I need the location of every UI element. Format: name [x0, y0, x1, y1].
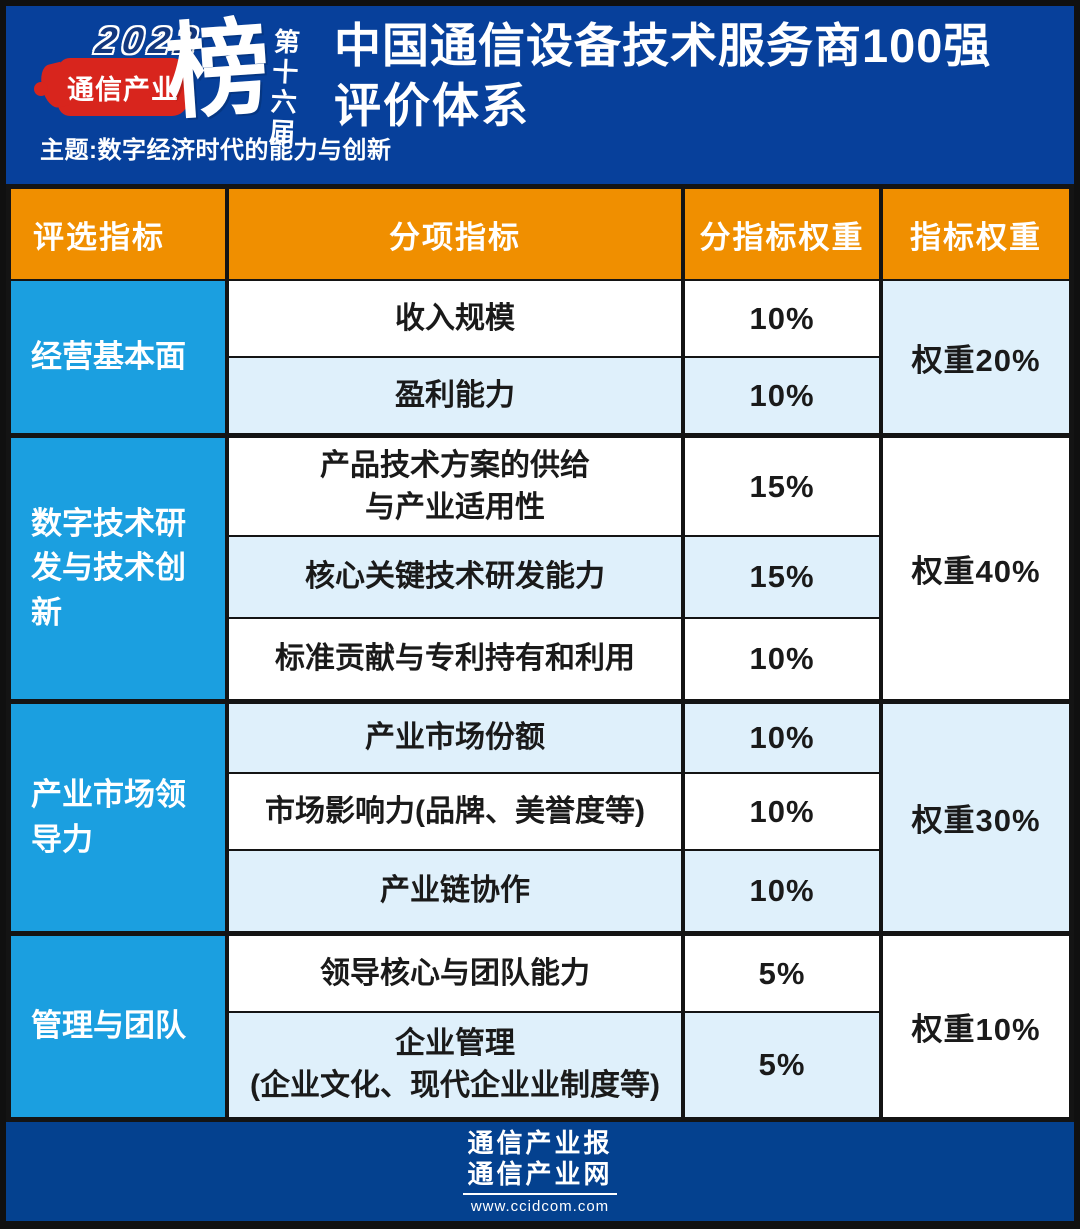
logo-bang-character: 榜: [161, 4, 275, 135]
column-header-weight: 指标权重: [883, 189, 1069, 279]
sub-weight-cell: 15%: [685, 435, 879, 535]
category-cell: 经营基本面: [11, 281, 225, 433]
header-banner: 2022 通信产业 榜 第十六届 主题:数字经济时代的能力与创新 中国通信设备技…: [6, 4, 1074, 184]
page-title: 中国通信设备技术服务商100强 评价体系: [334, 6, 1074, 184]
cpn-award-logo: 2022 通信产业 榜 第十六届 主题:数字经济时代的能力与创新: [6, 4, 391, 184]
sub-indicator-cell: 盈利能力: [229, 358, 681, 433]
page-title-line-2: 评价体系: [334, 79, 530, 133]
sub-weight-cell: 10%: [685, 358, 879, 433]
column-header-criteria: 评选指标: [11, 189, 225, 279]
page-title-line-1: 中国通信设备技术服务商100强: [334, 19, 992, 72]
footer-brand-paper: 通信产业报: [467, 1128, 613, 1159]
logo-red-ribbon: 通信产业: [34, 58, 188, 116]
sub-indicator-cell: 标准贡献与专利持有和利用: [229, 619, 681, 699]
sub-weight-cell: 10%: [685, 281, 879, 356]
sub-indicator-cell: 产业市场份额: [229, 701, 681, 772]
column-header-sub-weight: 分指标权重: [685, 189, 879, 279]
sub-indicator-cell: 市场影响力(品牌、美誉度等): [229, 774, 681, 849]
sub-indicator-cell: 收入规模: [229, 281, 681, 356]
logo-theme-label: 主题:数字经济时代的能力与创新: [40, 137, 392, 164]
weight-cell: 权重20%: [883, 281, 1069, 433]
sub-indicator-cell: 产业链协作: [229, 851, 681, 931]
column-header-sub-indicator: 分项指标: [229, 189, 681, 279]
logo-brand-label: 通信产业: [67, 74, 179, 105]
weight-cell: 权重30%: [883, 701, 1069, 931]
sub-weight-cell: 10%: [685, 851, 879, 931]
category-cell: 产业市场领导力: [11, 701, 225, 931]
sub-indicator-cell: 领导核心与团队能力: [229, 933, 681, 1011]
sub-weight-cell: 10%: [685, 774, 879, 849]
sub-weight-cell: 10%: [685, 701, 879, 772]
sub-indicator-cell: 核心关键技术研发能力: [229, 537, 681, 617]
sub-indicator-cell: 产品技术方案的供给 与产业适用性: [229, 435, 681, 535]
sub-weight-cell: 10%: [685, 619, 879, 699]
footer-url: www.ccidcom.com: [462, 1192, 618, 1215]
category-cell: 数字技术研发与技术创新: [11, 435, 225, 699]
weight-cell: 权重10%: [883, 933, 1069, 1117]
weight-cell: 权重40%: [883, 435, 1069, 699]
sub-weight-cell: 5%: [685, 933, 879, 1011]
sub-weight-cell: 15%: [685, 537, 879, 617]
evaluation-table: 评选指标 分项指标 分指标权重 指标权重 经营基本面 收入规模 10% 权重20…: [6, 184, 1074, 1122]
footer: 通信产业报 通信产业网 www.ccidcom.com: [6, 1122, 1074, 1221]
sub-indicator-cell: 企业管理 (企业文化、现代企业业制度等): [229, 1013, 681, 1117]
category-cell: 管理与团队: [11, 933, 225, 1117]
sub-weight-cell: 5%: [685, 1013, 879, 1117]
footer-brand-web: 通信产业网: [467, 1159, 613, 1189]
